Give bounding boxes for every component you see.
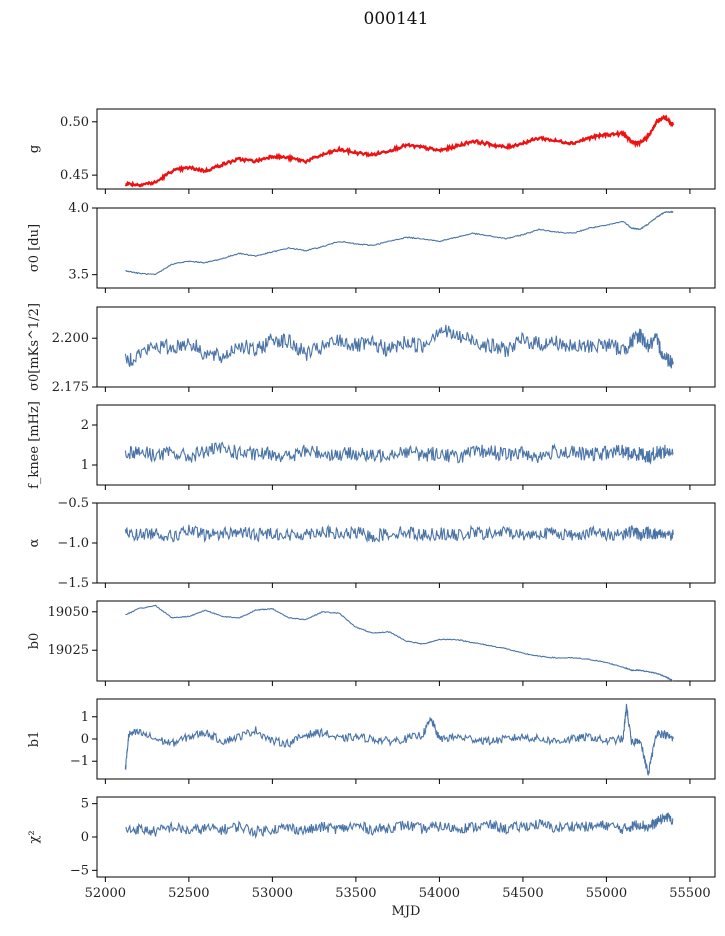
panel-3: 2.175 2.200 σ0[mKs^1/2] bbox=[27, 303, 716, 395]
series-line bbox=[124, 114, 675, 188]
y-tick-label: −5 bbox=[70, 863, 89, 878]
x-tick-label: 52500 bbox=[168, 886, 209, 901]
panel-5: −1.5 −1.0 −0.5 α bbox=[27, 496, 716, 591]
y-tick-label: 0 bbox=[81, 732, 89, 747]
y-axis-label: α bbox=[27, 538, 42, 547]
panel-2: 3.5 4.0 σ0 [du] bbox=[27, 201, 716, 293]
x-tick-label: 55000 bbox=[586, 886, 627, 901]
y-axis-label: σ0 [du] bbox=[27, 224, 42, 272]
panel-frame bbox=[96, 207, 716, 289]
y-axis-label: σ0[mKs^1/2] bbox=[27, 303, 42, 391]
y-tick-label: 2 bbox=[81, 418, 89, 433]
series-line bbox=[124, 524, 674, 543]
x-tick-label: 54500 bbox=[502, 886, 543, 901]
series-line bbox=[124, 703, 674, 776]
series-line bbox=[125, 116, 674, 186]
panel-frame bbox=[96, 404, 716, 486]
panel-6: 19025 19050 b0 bbox=[27, 600, 716, 686]
y-tick-label: 2.175 bbox=[52, 380, 89, 395]
series-line bbox=[124, 324, 674, 369]
y-tick-label: 1 bbox=[81, 458, 89, 473]
y-tick-label: −1.0 bbox=[57, 536, 89, 551]
x-tick-label: 53500 bbox=[335, 886, 376, 901]
panel-frame bbox=[96, 600, 716, 682]
figure-title: 000141 bbox=[364, 9, 429, 29]
y-axis-label: χ² bbox=[27, 830, 42, 843]
panel-frame bbox=[96, 306, 716, 388]
series-line bbox=[124, 441, 674, 465]
panel-frame bbox=[96, 108, 716, 190]
y-tick-label: 1 bbox=[81, 710, 89, 725]
y-axis-label: b1 bbox=[27, 731, 42, 748]
series-line bbox=[125, 812, 674, 839]
panel-frame bbox=[96, 796, 716, 878]
panel-frame bbox=[96, 502, 716, 584]
y-tick-label: 19025 bbox=[48, 643, 89, 658]
y-tick-label: 3.5 bbox=[68, 268, 89, 283]
panels: 0.45 0.50 g 3.5 4.0 σ0 [du] 2.175 2.200 σ0[mKs^1… bbox=[27, 108, 716, 919]
y-tick-label: 0.45 bbox=[60, 168, 89, 183]
y-tick-label: 4.0 bbox=[68, 201, 89, 216]
y-tick-label: 2.200 bbox=[52, 331, 89, 346]
x-tick-label: 54000 bbox=[419, 886, 460, 901]
y-axis-label: b0 bbox=[27, 633, 42, 650]
panel-8: −5 0 5 52000 52500 53000 53500 54000 54500 55000 5… bbox=[27, 796, 716, 901]
y-tick-label: 19050 bbox=[48, 605, 89, 620]
panel-4: 1 2 f_knee [mHz] bbox=[27, 401, 716, 490]
panel-7: −1 0 1 b1 bbox=[27, 698, 716, 784]
y-tick-label: 0 bbox=[81, 830, 89, 845]
x-tick-label: 53000 bbox=[252, 886, 293, 901]
panel-1: 0.45 0.50 g bbox=[27, 108, 716, 194]
series-line bbox=[125, 210, 674, 276]
y-tick-label: −1 bbox=[70, 754, 89, 769]
y-tick-label: 5 bbox=[81, 797, 89, 812]
series-line bbox=[125, 604, 674, 682]
y-axis-label: g bbox=[27, 145, 42, 153]
y-tick-label: −1.5 bbox=[57, 576, 89, 591]
x-tick-label: 52000 bbox=[85, 886, 126, 901]
x-axis-label: MJD bbox=[392, 904, 421, 919]
y-tick-label: −0.5 bbox=[57, 496, 89, 511]
y-axis-label: f_knee [mHz] bbox=[27, 401, 42, 489]
x-tick-label: 55500 bbox=[669, 886, 710, 901]
y-tick-label: 0.50 bbox=[60, 115, 89, 130]
